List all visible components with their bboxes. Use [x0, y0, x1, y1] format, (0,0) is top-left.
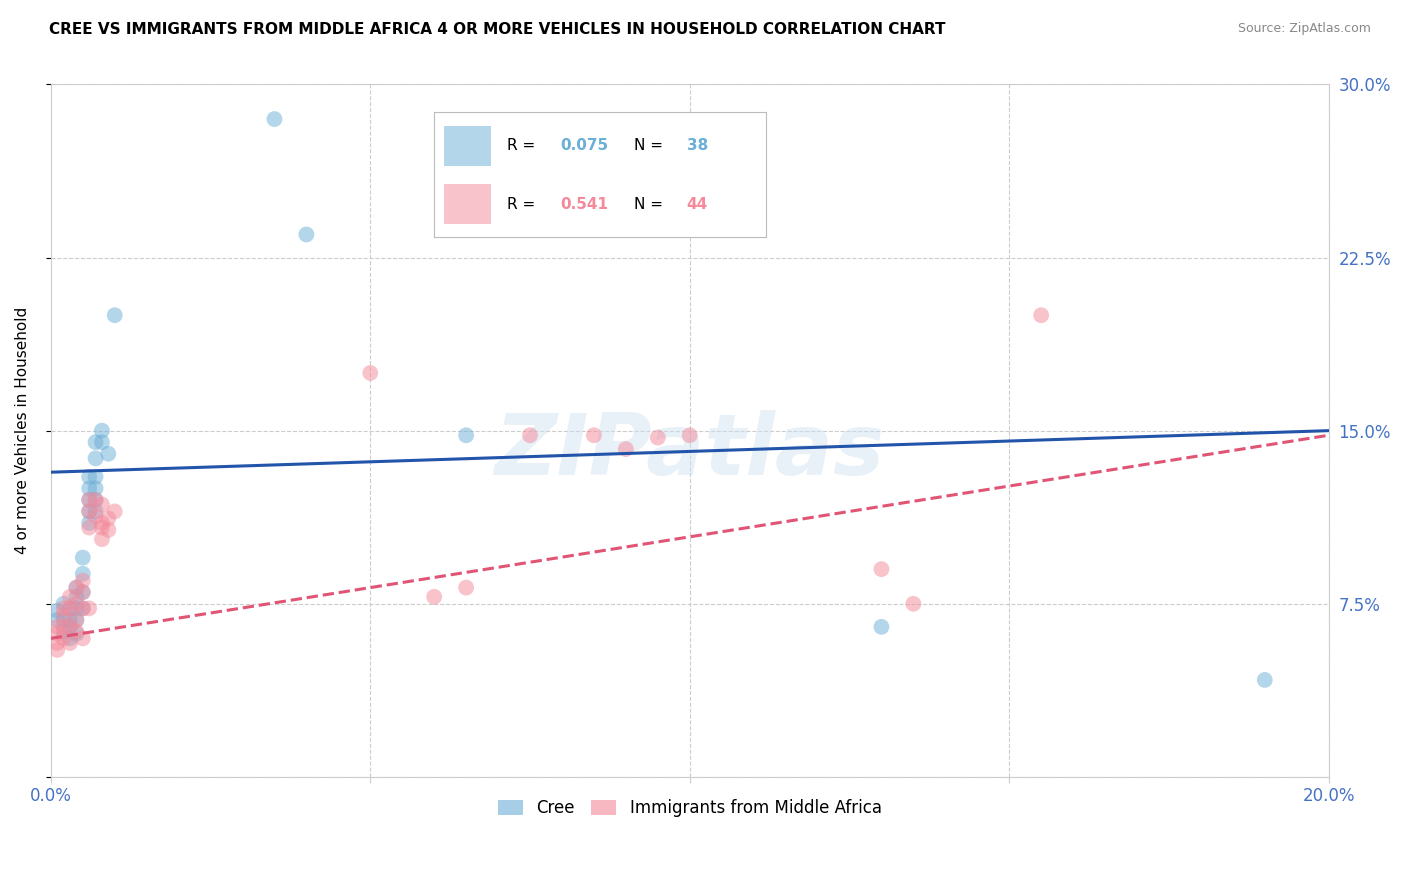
Point: [59, 601, 82, 615]
Point: [870, 562, 893, 576]
Point: [77, 601, 100, 615]
Point: [84, 470, 107, 484]
Point: [72, 601, 94, 615]
Point: [97, 511, 120, 525]
Point: [77, 504, 100, 518]
Point: [84, 492, 107, 507]
Point: [295, 227, 318, 242]
Point: [104, 504, 127, 518]
Point: [46, 613, 69, 627]
Point: [77, 516, 100, 530]
Point: [1254, 673, 1277, 687]
Point: [84, 509, 107, 524]
Point: [65, 590, 87, 604]
Legend: Cree, Immigrants from Middle Africa: Cree, Immigrants from Middle Africa: [491, 793, 889, 824]
Point: [72, 601, 94, 615]
Point: [84, 492, 107, 507]
Point: [52, 608, 75, 623]
Point: [72, 585, 94, 599]
Point: [72, 632, 94, 646]
Point: [582, 428, 605, 442]
Point: [456, 581, 478, 595]
Point: [59, 620, 82, 634]
Point: [52, 601, 75, 615]
Point: [46, 620, 69, 634]
Point: [59, 601, 82, 615]
Point: [647, 431, 669, 445]
Point: [519, 428, 541, 442]
Point: [72, 566, 94, 581]
Point: [59, 613, 82, 627]
Point: [46, 636, 69, 650]
Point: [52, 624, 75, 639]
Point: [65, 581, 87, 595]
Text: Source: ZipAtlas.com: Source: ZipAtlas.com: [1237, 22, 1371, 36]
Point: [65, 626, 87, 640]
Point: [77, 520, 100, 534]
Point: [59, 590, 82, 604]
Point: [91, 424, 114, 438]
Point: [52, 597, 75, 611]
Text: ZIPatlas: ZIPatlas: [495, 410, 884, 493]
Point: [104, 308, 127, 322]
Point: [84, 481, 107, 495]
Point: [65, 601, 87, 615]
Point: [903, 597, 925, 611]
Point: [91, 435, 114, 450]
Point: [359, 366, 381, 380]
Point: [46, 604, 69, 618]
Point: [456, 428, 478, 442]
Point: [65, 581, 87, 595]
Point: [91, 520, 114, 534]
Point: [84, 435, 107, 450]
Point: [65, 613, 87, 627]
Text: CREE VS IMMIGRANTS FROM MIDDLE AFRICA 4 OR MORE VEHICLES IN HOUSEHOLD CORRELATIO: CREE VS IMMIGRANTS FROM MIDDLE AFRICA 4 …: [49, 22, 946, 37]
Point: [77, 470, 100, 484]
Point: [65, 597, 87, 611]
Point: [52, 620, 75, 634]
Point: [72, 550, 94, 565]
Point: [59, 620, 82, 634]
Point: [77, 481, 100, 495]
Point: [423, 590, 446, 604]
Point: [59, 636, 82, 650]
Point: [72, 585, 94, 599]
Point: [91, 532, 114, 546]
Point: [91, 498, 114, 512]
Point: [72, 574, 94, 588]
Point: [46, 643, 69, 657]
Point: [77, 492, 100, 507]
Point: [84, 451, 107, 466]
Point: [614, 442, 637, 456]
Point: [52, 632, 75, 646]
Point: [679, 428, 702, 442]
Point: [1031, 308, 1053, 322]
Point: [97, 523, 120, 537]
Point: [65, 624, 87, 639]
Point: [52, 613, 75, 627]
Point: [65, 613, 87, 627]
Point: [870, 620, 893, 634]
Point: [77, 504, 100, 518]
Y-axis label: 4 or more Vehicles in Household: 4 or more Vehicles in Household: [15, 307, 30, 554]
Point: [77, 492, 100, 507]
Point: [97, 447, 120, 461]
Point: [91, 516, 114, 530]
Point: [263, 112, 285, 126]
Point: [84, 504, 107, 518]
Point: [59, 632, 82, 646]
Point: [46, 626, 69, 640]
